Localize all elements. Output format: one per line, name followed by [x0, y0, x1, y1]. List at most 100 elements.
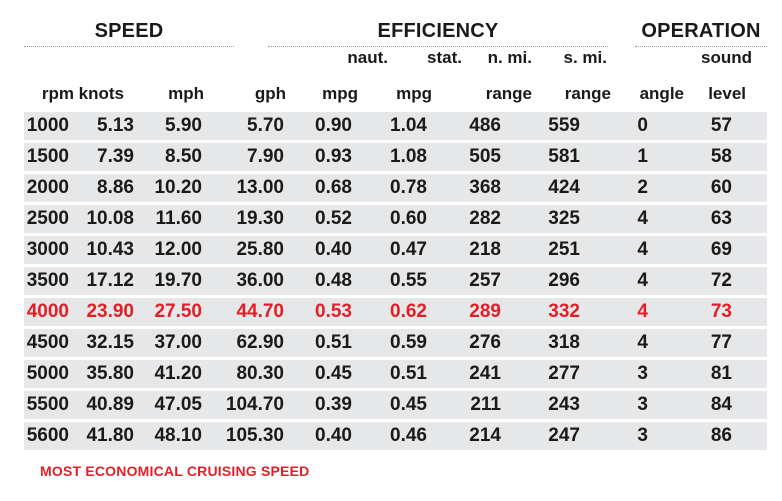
cell-angle: 4 [580, 298, 648, 326]
header-mph: mph [168, 84, 204, 103]
cell-mph: 5.90 [134, 112, 202, 140]
header-naut: naut. [347, 48, 388, 67]
cell-mph: 37.00 [134, 329, 202, 357]
cell-gph: 19.30 [202, 205, 284, 233]
cell-mph: 47.05 [134, 391, 202, 419]
cell-nmi-range: 368 [427, 174, 501, 202]
cell-sound: 69 [648, 236, 732, 264]
cell-smi-range: 318 [501, 329, 580, 357]
cell-smi-range: 251 [501, 236, 580, 264]
table-row: 5500 40.89 47.05 104.70 0.39 0.45 211 243 3 84 [24, 391, 767, 419]
cell-angle: 0 [580, 112, 648, 140]
section-efficiency: EFFICIENCY [268, 20, 608, 47]
cell-sound: 63 [648, 205, 732, 233]
cell-rpm: 5600 [24, 422, 69, 450]
row-end-pad [732, 267, 767, 295]
cell-knots: 17.12 [69, 267, 134, 295]
table-row: 1500 7.39 8.50 7.90 0.93 1.08 505 581 1 58 [24, 143, 767, 171]
cell-smi-range: 332 [501, 298, 580, 326]
cell-smi-range: 296 [501, 267, 580, 295]
table-row: 4500 32.15 37.00 62.90 0.51 0.59 276 318 4 77 [24, 329, 767, 357]
cell-nmi-range: 257 [427, 267, 501, 295]
cell-gph: 25.80 [202, 236, 284, 264]
cell-knots: 10.08 [69, 205, 134, 233]
cell-sound: 57 [648, 112, 732, 140]
cell-knots: 23.90 [69, 298, 134, 326]
section-operation-rule [635, 46, 767, 47]
cell-knots: 40.89 [69, 391, 134, 419]
cell-naut-mpg: 0.39 [284, 391, 352, 419]
table-row: 3500 17.12 19.70 36.00 0.48 0.55 257 296 4 72 [24, 267, 767, 295]
header-angle: angle [639, 84, 684, 103]
header-range-smi: range [564, 84, 611, 103]
table-row: 5600 41.80 48.10 105.30 0.40 0.46 214 247 3 86 [24, 422, 767, 450]
cell-stat-mpg: 0.46 [352, 422, 427, 450]
row-end-pad [732, 360, 767, 388]
cell-stat-mpg: 0.55 [352, 267, 427, 295]
row-end-pad [732, 205, 767, 233]
cell-stat-mpg: 0.59 [352, 329, 427, 357]
cell-rpm: 5000 [24, 360, 69, 388]
cell-smi-range: 243 [501, 391, 580, 419]
row-end-pad [732, 391, 767, 419]
header-mpg-stat: mpg [396, 84, 432, 103]
header-stat: stat. [427, 48, 462, 67]
header-sound: sound [701, 48, 752, 67]
row-end-pad [732, 174, 767, 202]
cell-mph: 41.20 [134, 360, 202, 388]
cell-smi-range: 424 [501, 174, 580, 202]
cell-nmi-range: 289 [427, 298, 501, 326]
cell-gph: 36.00 [202, 267, 284, 295]
cell-rpm: 3000 [24, 236, 69, 264]
cell-gph: 13.00 [202, 174, 284, 202]
cell-naut-mpg: 0.40 [284, 422, 352, 450]
row-end-pad [732, 236, 767, 264]
cell-stat-mpg: 0.60 [352, 205, 427, 233]
cell-knots: 7.39 [69, 143, 134, 171]
header-mpg-naut: mpg [322, 84, 358, 103]
header-gph: gph [254, 84, 286, 103]
cell-knots: 5.13 [69, 112, 134, 140]
cell-stat-mpg: 0.45 [352, 391, 427, 419]
cell-stat-mpg: 1.04 [352, 112, 427, 140]
cell-naut-mpg: 0.68 [284, 174, 352, 202]
row-end-pad [732, 298, 767, 326]
cell-naut-mpg: 0.90 [284, 112, 352, 140]
cell-naut-mpg: 0.40 [284, 236, 352, 264]
cell-nmi-range: 486 [427, 112, 501, 140]
row-end-pad [732, 329, 767, 357]
cell-angle: 3 [580, 422, 648, 450]
section-speed-rule [24, 46, 234, 47]
cell-mph: 8.50 [134, 143, 202, 171]
cell-sound: 60 [648, 174, 732, 202]
cell-stat-mpg: 0.78 [352, 174, 427, 202]
cell-gph: 5.70 [202, 112, 284, 140]
cell-smi-range: 581 [501, 143, 580, 171]
cell-naut-mpg: 0.45 [284, 360, 352, 388]
cell-stat-mpg: 0.62 [352, 298, 427, 326]
cell-sound: 81 [648, 360, 732, 388]
cell-stat-mpg: 1.08 [352, 143, 427, 171]
cell-gph: 104.70 [202, 391, 284, 419]
row-end-pad [732, 143, 767, 171]
cell-rpm: 4500 [24, 329, 69, 357]
header-level: level [708, 84, 746, 103]
cell-sound: 77 [648, 329, 732, 357]
cell-smi-range: 277 [501, 360, 580, 388]
cell-mph: 10.20 [134, 174, 202, 202]
cell-rpm: 4000 [24, 298, 69, 326]
cell-stat-mpg: 0.47 [352, 236, 427, 264]
cell-angle: 3 [580, 391, 648, 419]
cell-knots: 8.86 [69, 174, 134, 202]
cell-mph: 12.00 [134, 236, 202, 264]
cell-sound: 73 [648, 298, 732, 326]
header-smi: s. mi. [563, 48, 607, 67]
cell-smi-range: 559 [501, 112, 580, 140]
row-end-pad [732, 422, 767, 450]
cell-nmi-range: 241 [427, 360, 501, 388]
cell-sound: 72 [648, 267, 732, 295]
cell-gph: 7.90 [202, 143, 284, 171]
header-range-nmi: range [485, 84, 532, 103]
cell-knots: 35.80 [69, 360, 134, 388]
